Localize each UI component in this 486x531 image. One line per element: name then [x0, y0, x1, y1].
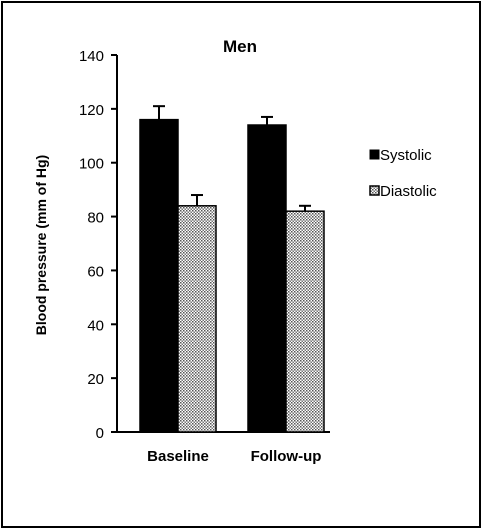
bar-systolic-follow-up [247, 124, 287, 433]
y-tick-label: 40 [87, 317, 104, 334]
legend: Systolic Diastolic [369, 147, 437, 200]
bar-systolic-baseline [139, 118, 179, 433]
bar-diastolic-baseline [177, 205, 217, 433]
y-tick-label: 100 [79, 156, 104, 173]
x-tick-label: Follow-up [251, 448, 322, 465]
chart-title: Men [223, 37, 257, 56]
y-tick-label: 60 [87, 263, 104, 280]
y-axis-label: Blood pressure (mm of Hg) [33, 155, 49, 335]
x-tick-label: Baseline [147, 448, 209, 465]
legend-swatch-diastolic [369, 185, 380, 196]
y-tick-label: 140 [79, 48, 104, 65]
y-tick-label: 0 [96, 425, 104, 442]
y-tick-label: 80 [87, 210, 104, 227]
y-tick-label: 20 [87, 371, 104, 388]
y-tick-label: 120 [79, 102, 104, 119]
bar-diastolic-follow-up [285, 210, 325, 433]
legend-label-systolic: Systolic [380, 147, 432, 164]
legend-swatch-systolic [369, 149, 380, 160]
legend-label-diastolic: Diastolic [380, 183, 437, 200]
